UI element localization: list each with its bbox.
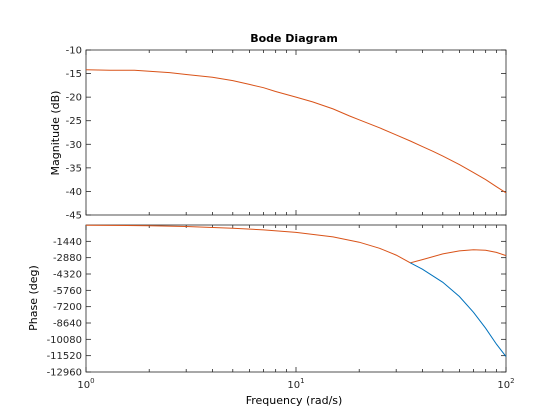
phase-xtick-label: 100 [77, 377, 94, 391]
phase-y-ticks: -1440 -2880 -4320 -5760 -7200 -8640 -10080 -115… [47, 237, 506, 379]
magnitude-ytick-label: -30 [66, 140, 82, 151]
phase-x-ticks: 100 101 102 [77, 225, 515, 391]
phase-ytick-label: -4320 [53, 270, 82, 281]
magnitude-y-label: Magnitude (dB) [49, 91, 62, 176]
phase-ytick-label: -8640 [53, 319, 82, 330]
magnitude-ytick-label: -45 [66, 211, 82, 222]
magnitude-y-ticks: -10 -15 -20 -25 -30 -35 -40 -45 [66, 46, 506, 222]
magnitude-ytick-label: -10 [66, 46, 82, 57]
phase-xtick-label: 102 [497, 377, 514, 391]
phase-series-line-0 [85, 224, 507, 264]
magnitude-series-line-0 [85, 69, 507, 194]
phase-series-line-1 [410, 262, 507, 357]
phase-series-group [85, 224, 507, 357]
phase-ytick-label: -10080 [47, 335, 82, 346]
magnitude-ytick-label: -35 [66, 163, 82, 174]
phase-ytick-label: -5760 [53, 286, 82, 297]
magnitude-axes-box [85, 49, 507, 216]
phase-y-label: Phase (deg) [27, 265, 40, 331]
phase-ytick-label: -7200 [53, 302, 82, 313]
phase-ytick-label: -1440 [53, 237, 82, 248]
chart-title: Bode Diagram [250, 32, 338, 45]
magnitude-x-ticks [85, 50, 507, 215]
magnitude-ytick-label: -40 [66, 187, 82, 198]
magnitude-ytick-label: -20 [66, 93, 82, 104]
phase-ytick-label: -12960 [47, 368, 82, 379]
magnitude-series-group [85, 69, 507, 194]
magnitude-ytick-label: -15 [66, 69, 82, 80]
phase-ytick-label: -2880 [53, 253, 82, 264]
magnitude-ytick-label: -25 [66, 116, 82, 127]
phase-ytick-label: -11520 [47, 351, 82, 362]
phase-xtick-label: 101 [287, 377, 304, 391]
phase-axes-box [85, 224, 507, 373]
x-axis-label: Frequency (rad/s) [246, 394, 343, 407]
